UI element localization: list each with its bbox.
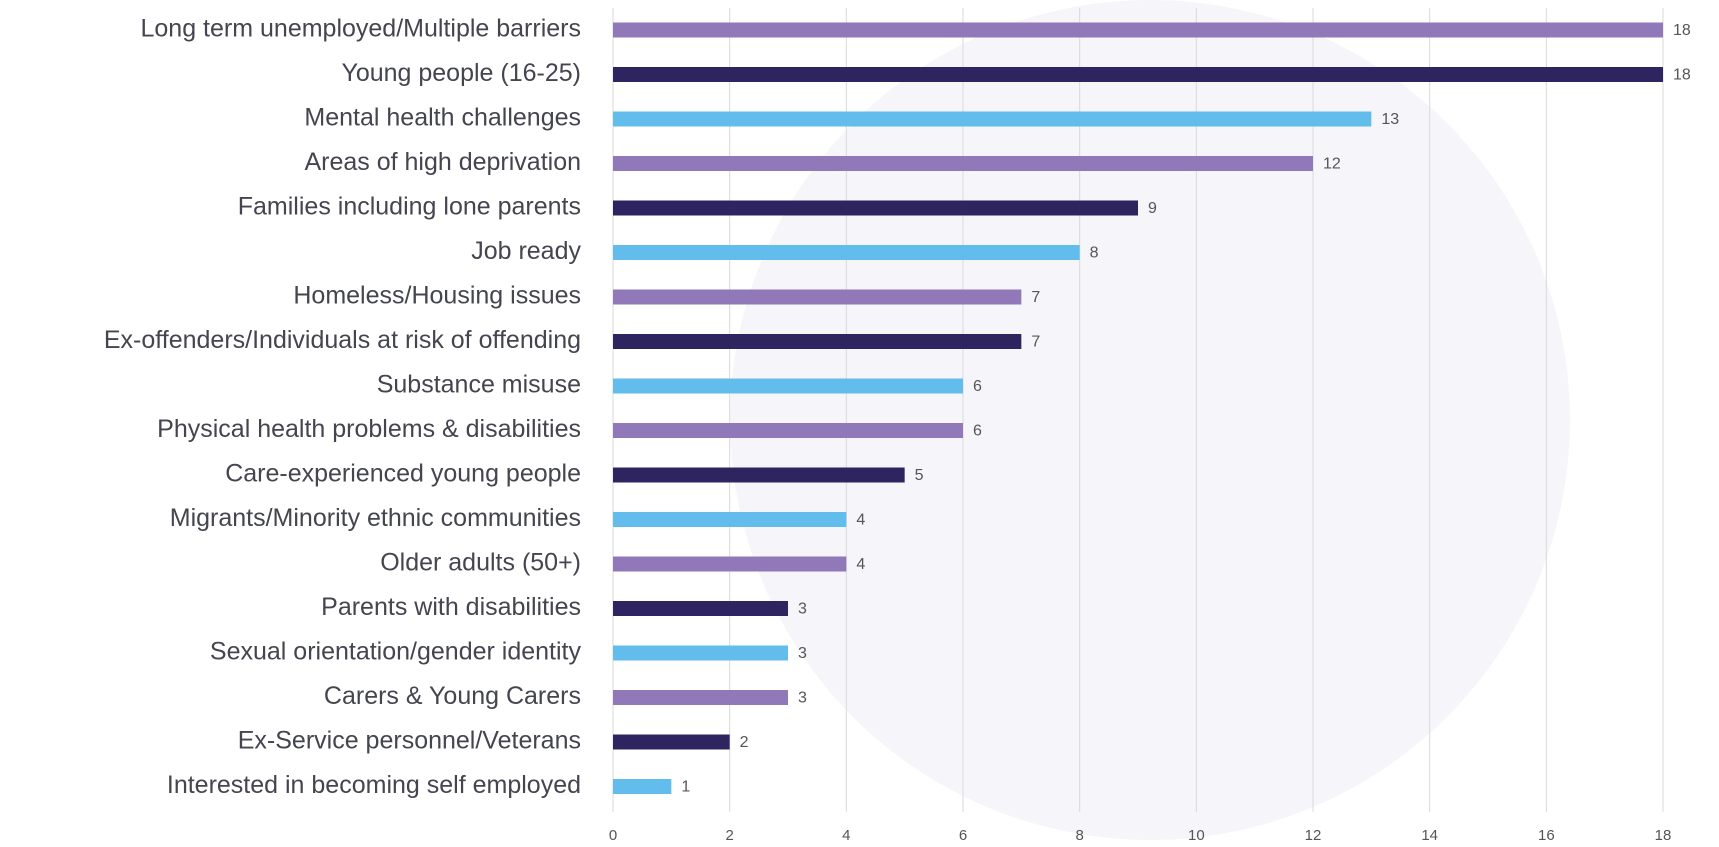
category-label: Interested in becoming self employed (167, 771, 581, 799)
category-label: Ex-Service personnel/Veterans (238, 727, 581, 755)
value-label: 4 (856, 556, 865, 573)
bar (613, 22, 1663, 38)
category-label: Long term unemployed/Multiple barriers (141, 15, 582, 43)
category-label: Ex-offenders/Individuals at risk of offe… (104, 326, 581, 354)
x-tick-label: 8 (1075, 827, 1083, 844)
bar (613, 734, 730, 750)
x-tick-label: 16 (1538, 827, 1555, 844)
bar (613, 779, 672, 794)
x-tick-label: 2 (725, 827, 733, 844)
value-label: 3 (798, 690, 807, 707)
value-label: 18 (1673, 22, 1691, 39)
category-label: Young people (16-25) (341, 59, 581, 87)
x-tick-label: 10 (1188, 827, 1205, 844)
bar (613, 334, 1022, 349)
value-label: 8 (1090, 245, 1099, 262)
value-label: 12 (1323, 156, 1341, 173)
x-tick-label: 4 (842, 827, 850, 844)
x-tick-label: 18 (1655, 827, 1672, 844)
category-label: Job ready (471, 237, 581, 265)
bar (613, 645, 788, 661)
bar (613, 111, 1372, 127)
value-label: 2 (740, 734, 749, 751)
bar (613, 67, 1663, 82)
value-label: 6 (973, 423, 982, 440)
bar (613, 601, 788, 616)
value-label: 3 (798, 601, 807, 618)
category-label: Parents with disabilities (321, 593, 581, 621)
category-label: Areas of high deprivation (304, 148, 581, 176)
bar (613, 378, 963, 394)
category-label: Migrants/Minority ethnic communities (170, 504, 581, 532)
category-label: Families including lone parents (238, 193, 581, 221)
value-label: 3 (798, 645, 807, 662)
category-label: Carers & Young Carers (324, 682, 581, 710)
value-label: 18 (1673, 67, 1691, 84)
category-label: Mental health challenges (304, 104, 581, 132)
category-label: Older adults (50+) (380, 549, 581, 577)
value-label: 13 (1381, 111, 1399, 128)
value-label: 4 (856, 512, 865, 529)
value-label: 9 (1148, 200, 1157, 217)
bar (613, 467, 905, 483)
bar (613, 512, 847, 527)
category-label: Substance misuse (377, 371, 581, 399)
value-label: 6 (973, 378, 982, 395)
bar (613, 690, 788, 705)
value-label: 7 (1031, 334, 1040, 351)
value-label: 7 (1031, 289, 1040, 306)
bar (613, 289, 1022, 305)
category-label: Homeless/Housing issues (293, 282, 581, 310)
bar (613, 423, 963, 438)
x-tick-label: 0 (609, 827, 617, 844)
bar (613, 245, 1080, 260)
x-tick-label: 12 (1305, 827, 1322, 844)
x-tick-label: 14 (1421, 827, 1438, 844)
bar (613, 556, 847, 572)
bar (613, 200, 1138, 216)
value-label: 5 (915, 467, 924, 484)
category-label: Sexual orientation/gender identity (210, 638, 582, 666)
bar (613, 156, 1313, 171)
category-label: Physical health problems & disabilities (157, 415, 581, 443)
category-label: Care-experienced young people (225, 460, 581, 488)
x-tick-label: 6 (959, 827, 967, 844)
value-label: 1 (681, 779, 690, 796)
